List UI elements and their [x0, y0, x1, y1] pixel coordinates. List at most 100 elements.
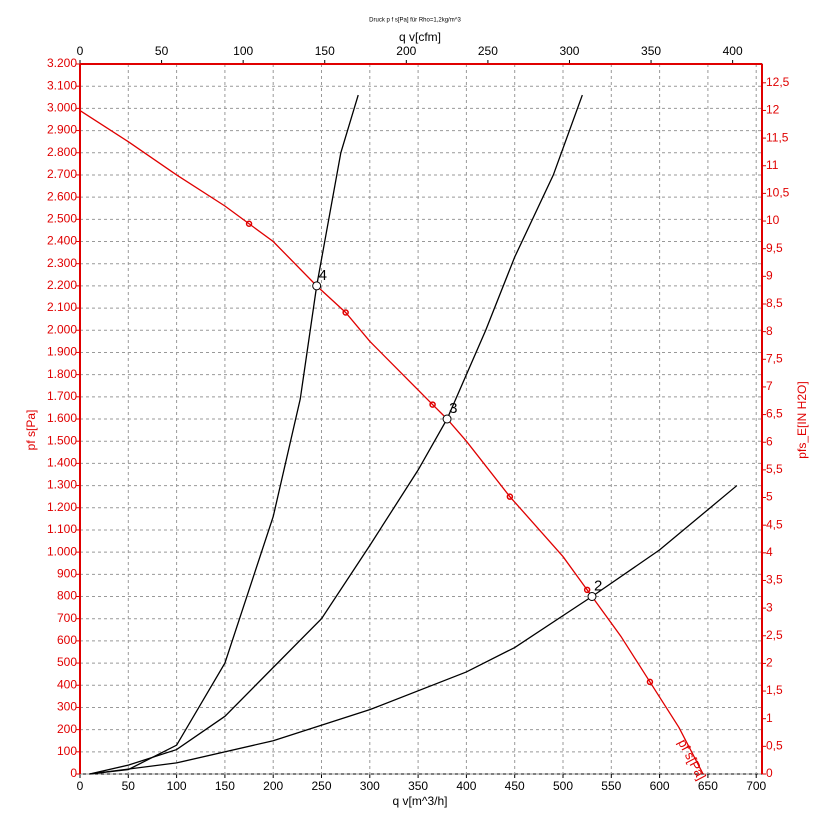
y2-tick-label: 6,5: [766, 407, 783, 421]
y-tick-label: 2.800: [47, 145, 77, 159]
operating-point: [587, 592, 597, 601]
operating-point: [442, 414, 452, 424]
y2-tick-label: 5: [766, 490, 773, 504]
y-tick-label: 1.300: [47, 478, 77, 492]
x2-tick-label: 50: [155, 44, 169, 58]
x2-axis-label: q v[cfm]: [399, 30, 441, 44]
y-tick-label: 2.300: [47, 256, 77, 270]
y-tick-label: 400: [57, 677, 77, 691]
y2-tick-label: 1,5: [766, 683, 783, 697]
y2-tick-label: 9: [766, 269, 773, 283]
x-tick-label: 100: [167, 779, 187, 793]
x-tick-label: 650: [698, 779, 718, 793]
y-tick-label: 900: [57, 566, 77, 580]
x-tick-label: 550: [601, 779, 621, 793]
y-tick-label: 600: [57, 633, 77, 647]
y-tick-label: 2.500: [47, 211, 77, 225]
curve-label: pf s[Pa]: [675, 737, 709, 783]
y-tick-label: 800: [57, 589, 77, 603]
x2-tick-label: 400: [723, 44, 743, 58]
y-tick-label: 500: [57, 655, 77, 669]
x-tick-label: 250: [311, 779, 331, 793]
y2-tick-label: 1: [766, 711, 773, 725]
y2-tick-label: 12,5: [766, 75, 790, 89]
x2-tick-label: 0: [77, 44, 84, 58]
y-tick-label: 700: [57, 611, 77, 625]
y-tick-label: 0: [70, 766, 77, 780]
x2-tick-label: 350: [641, 44, 661, 58]
y2-tick-label: 11: [766, 158, 779, 172]
x-axis-label: q v[m^3/h]: [393, 794, 448, 808]
y-tick-label: 2.700: [47, 167, 77, 181]
x-tick-label: 500: [553, 779, 573, 793]
curve: [79, 110, 704, 775]
marker: [583, 586, 591, 594]
x-tick-label: 200: [263, 779, 283, 793]
y-tick-label: 3.200: [47, 56, 77, 70]
y-tick-label: 300: [57, 700, 77, 714]
y2-tick-label: 10: [766, 213, 780, 227]
x-tick-label: 400: [456, 779, 476, 793]
y-tick-label: 1.200: [47, 500, 77, 514]
x2-tick-label: 100: [233, 44, 253, 58]
chart-title: Druck p f s[Pa] für Rho=1,2kg/m^3: [369, 18, 461, 24]
curve: [89, 94, 583, 775]
y-tick-label: 1.900: [47, 345, 77, 359]
y-axis-label: pf s[Pa]: [24, 410, 38, 451]
x-tick-label: 600: [650, 779, 670, 793]
x-tick-label: 450: [505, 779, 525, 793]
y-tick-label: 1.500: [47, 433, 77, 447]
x-tick-label: 0: [77, 779, 84, 793]
y-tick-label: 1.800: [47, 367, 77, 381]
y-tick-label: 1.400: [47, 456, 77, 470]
y2-tick-label: 7,5: [766, 351, 783, 365]
x-tick-label: 150: [215, 779, 235, 793]
x-tick-label: 700: [746, 779, 766, 793]
y2-tick-label: 6: [766, 434, 773, 448]
y2-tick-label: 0: [766, 766, 773, 780]
y2-tick-label: 3,5: [766, 573, 783, 587]
y2-tick-label: 3: [766, 600, 773, 614]
curve: [89, 485, 738, 775]
y2-axis-label: pfs_E[IN H2O]: [795, 381, 809, 458]
y-tick-label: 2.600: [47, 189, 77, 203]
point-label: 3: [449, 400, 457, 417]
y2-tick-label: 4: [766, 545, 773, 559]
operating-point: [312, 281, 322, 291]
x2-tick-label: 300: [559, 44, 579, 58]
y2-tick-label: 4,5: [766, 517, 783, 531]
y2-tick-label: 7: [766, 379, 773, 393]
y-tick-label: 3.000: [47, 101, 77, 115]
y-tick-label: 1.600: [47, 411, 77, 425]
point-label: 4: [319, 267, 327, 284]
y2-tick-label: 12: [766, 103, 780, 117]
y-tick-label: 200: [57, 722, 77, 736]
x2-tick-label: 250: [478, 44, 498, 58]
x-tick-label: 350: [408, 779, 428, 793]
x-tick-label: 300: [360, 779, 380, 793]
y2-tick-label: 10,5: [766, 186, 790, 200]
y2-tick-label: 0,5: [766, 739, 783, 753]
x2-tick-label: 200: [396, 44, 416, 58]
point-label: 2: [594, 577, 602, 594]
marker: [646, 678, 654, 686]
y2-tick-label: 5,5: [766, 462, 783, 476]
y2-tick-label: 8: [766, 324, 773, 338]
y2-tick-label: 8,5: [766, 296, 783, 310]
marker: [506, 493, 514, 500]
y2-tick-label: 2,5: [766, 628, 783, 642]
y-tick-label: 3.100: [47, 78, 77, 92]
y2-tick-label: 11,5: [766, 130, 789, 144]
y-tick-label: 2.900: [47, 123, 77, 137]
y-tick-label: 1.700: [47, 389, 77, 403]
marker: [429, 401, 436, 408]
y-tick-label: 2.100: [47, 300, 77, 314]
x2-tick-label: 150: [315, 44, 335, 58]
y2-tick-label: 9,5: [766, 241, 783, 255]
y-tick-label: 2.200: [47, 278, 77, 292]
marker: [245, 220, 253, 227]
y-tick-label: 1.000: [47, 544, 77, 558]
curve: [89, 94, 359, 775]
y2-tick-label: 2: [766, 656, 773, 670]
